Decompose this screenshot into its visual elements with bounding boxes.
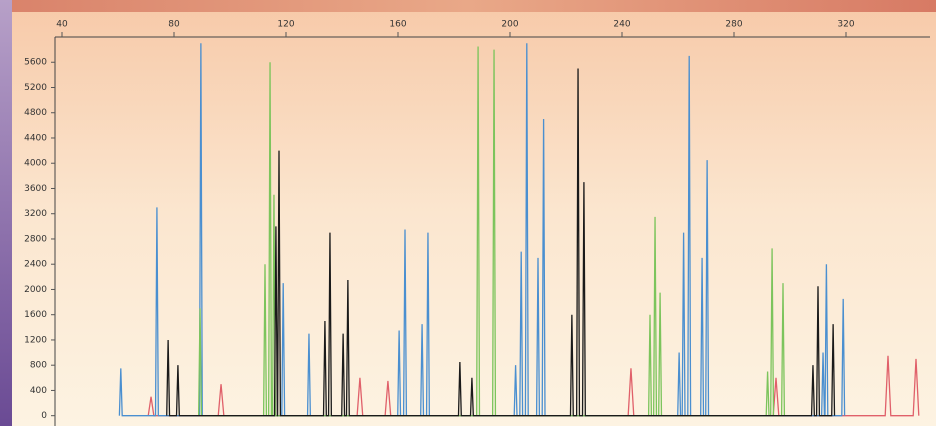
y-tick-label: 5200 bbox=[24, 83, 47, 93]
y-tick-label: 3600 bbox=[24, 184, 47, 194]
x-tick-label: 80 bbox=[168, 20, 180, 30]
y-tick-label: 2800 bbox=[24, 234, 47, 244]
y-tick-label: 800 bbox=[30, 361, 47, 371]
x-tick-label: 240 bbox=[613, 20, 630, 30]
y-tick-label: 0 bbox=[41, 411, 47, 421]
side-band bbox=[0, 0, 12, 426]
x-tick-label: 280 bbox=[725, 20, 742, 30]
x-tick-label: 320 bbox=[837, 20, 854, 30]
x-tick-label: 120 bbox=[277, 20, 294, 30]
top-band bbox=[0, 0, 936, 12]
x-tick-label: 200 bbox=[501, 20, 518, 30]
y-tick-label: 1600 bbox=[24, 310, 47, 320]
y-tick-label: 2400 bbox=[24, 260, 47, 270]
y-tick-label: 4000 bbox=[24, 159, 47, 169]
chart: 4080120160200240280320040080012001600200… bbox=[0, 0, 936, 426]
x-tick-label: 160 bbox=[389, 20, 406, 30]
background bbox=[0, 0, 936, 426]
y-tick-label: 2000 bbox=[24, 285, 47, 295]
y-tick-label: 400 bbox=[30, 386, 47, 396]
y-tick-label: 5600 bbox=[24, 58, 47, 68]
x-tick-label: 40 bbox=[56, 20, 68, 30]
y-tick-label: 1200 bbox=[24, 335, 47, 345]
y-tick-label: 3200 bbox=[24, 209, 47, 219]
y-tick-label: 4400 bbox=[24, 133, 47, 143]
y-tick-label: 4800 bbox=[24, 108, 47, 118]
